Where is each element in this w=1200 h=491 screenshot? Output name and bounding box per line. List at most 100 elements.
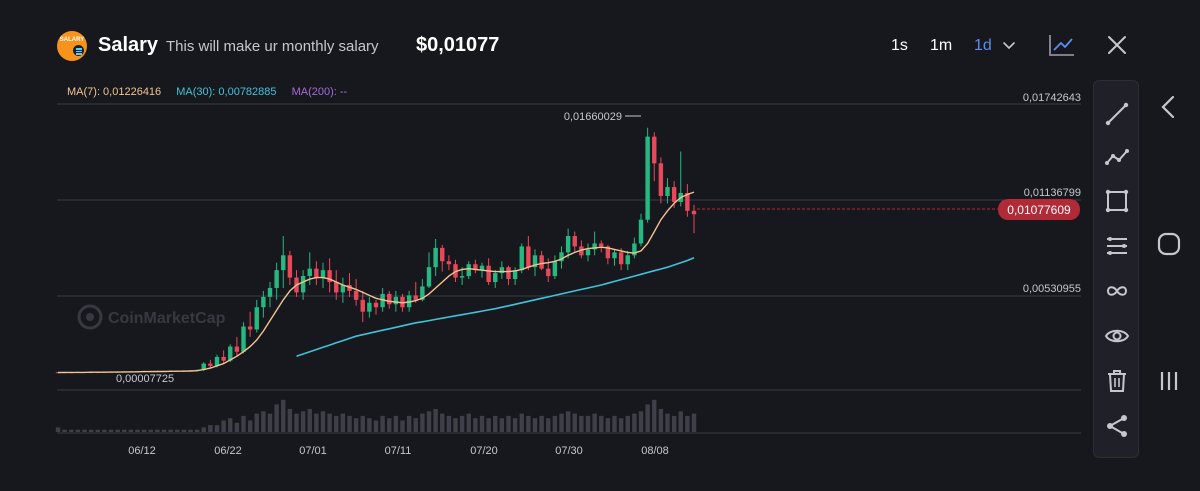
candle-body — [400, 296, 405, 308]
volume-bar — [122, 429, 127, 432]
volume-bar — [499, 418, 505, 432]
ma30-label: MA(30): 0,00782885 — [176, 86, 277, 98]
polyline-tool-icon[interactable] — [1104, 144, 1130, 170]
volume-bar — [671, 415, 677, 432]
x-axis-label: 06/22 — [214, 445, 242, 457]
infinity-icon[interactable] — [1104, 278, 1130, 304]
volume-bar — [572, 413, 577, 432]
candle-body — [347, 284, 352, 291]
volume-bar — [579, 415, 584, 432]
x-axis-labels: 06/12 06/22 07/01 07/11 07/20 07/30 08/08 — [128, 445, 669, 457]
candle-body — [426, 267, 432, 287]
volume-bar — [135, 429, 140, 432]
candle-body — [618, 252, 624, 265]
ma-legend: MA(7): 0,01226416 MA(30): 0,00782885 MA(… — [67, 86, 359, 98]
volume-bar — [546, 418, 551, 432]
volume-bar — [446, 415, 452, 432]
volume-bar — [618, 418, 624, 432]
drawing-toolbar — [1093, 80, 1139, 458]
volume-bar — [88, 429, 94, 432]
volume-bar — [228, 418, 233, 432]
volume-bar — [691, 413, 697, 432]
candle-body — [274, 270, 279, 288]
volume-bar — [585, 415, 591, 432]
volume-bar — [281, 399, 286, 432]
candle-body — [393, 296, 399, 305]
volume-bar — [605, 418, 611, 432]
chart-type-icon[interactable] — [1048, 33, 1076, 57]
candle-body — [413, 295, 418, 300]
candles — [55, 127, 697, 374]
candle-body — [579, 246, 584, 256]
header: SALARY Salary This will make ur monthly … — [0, 0, 1150, 92]
line-tool-icon[interactable] — [1104, 101, 1130, 127]
candle-body — [499, 267, 505, 274]
timeframe-1m[interactable]: 1m — [930, 37, 953, 54]
logo-text: SALARY — [59, 37, 85, 43]
candle-body — [559, 252, 564, 262]
current-price-tag — [998, 199, 1080, 220]
candle-body — [585, 249, 591, 256]
candle-body — [267, 287, 273, 297]
volume-bar — [307, 409, 312, 432]
volume-bar — [440, 413, 445, 432]
volume-bar — [638, 411, 644, 432]
volume-bar — [234, 422, 240, 432]
volume-bar — [479, 415, 485, 432]
candle-body — [671, 187, 677, 202]
timeframe-1s[interactable]: 1s — [891, 37, 908, 54]
candle-body — [254, 307, 259, 330]
volume-bar — [69, 429, 74, 432]
volume-bar — [247, 420, 253, 432]
trash-icon[interactable] — [1104, 368, 1130, 394]
volume-bar — [221, 420, 226, 432]
rectangle-tool-icon[interactable] — [1104, 188, 1130, 214]
chain-badge-icon — [72, 44, 85, 57]
candle-body — [459, 276, 465, 278]
watermark-text: CoinMarketCap — [108, 310, 226, 327]
watermark: CoinMarketCap — [77, 304, 226, 330]
chart-grid — [57, 103, 1081, 434]
close-icon[interactable] — [1106, 34, 1128, 56]
candle-body — [691, 210, 697, 215]
volume-bar — [188, 429, 193, 432]
volume-bar — [82, 429, 87, 432]
volume-bar — [128, 429, 134, 432]
eye-icon[interactable] — [1104, 323, 1130, 349]
volume-bar — [353, 418, 359, 432]
volume-bar — [367, 418, 372, 432]
timeframe-1d[interactable]: 1d — [974, 37, 992, 54]
volume-bar — [241, 415, 246, 432]
candle-body — [605, 246, 611, 259]
volume-bar — [373, 420, 379, 432]
candle-body — [645, 136, 650, 220]
volume-bar — [334, 415, 339, 432]
volume-bar — [287, 409, 293, 432]
candle-body — [440, 247, 445, 262]
candle-body — [658, 163, 664, 196]
volume-bar — [599, 415, 604, 432]
volume-bar — [406, 415, 412, 432]
volume-bar — [161, 429, 167, 432]
recent-apps-icon[interactable] — [1158, 370, 1180, 392]
back-icon[interactable] — [1158, 94, 1178, 120]
x-axis-label: 07/20 — [470, 445, 498, 457]
candle-body — [228, 346, 233, 361]
candle-body — [552, 261, 558, 277]
share-icon[interactable] — [1104, 413, 1130, 439]
candle-body — [486, 265, 491, 283]
volume-bar — [592, 413, 597, 432]
ma7-label: MA(7): 0,01226416 — [67, 86, 162, 98]
candle-body — [247, 326, 253, 330]
candle-body — [334, 282, 339, 293]
volume-bar — [678, 411, 683, 432]
home-icon[interactable] — [1157, 232, 1181, 256]
volume-bar — [55, 427, 61, 432]
candle-body — [652, 136, 657, 164]
candle-body — [340, 284, 346, 293]
volume-bar — [552, 415, 558, 432]
chevron-down-icon[interactable] — [1002, 38, 1016, 52]
price-chart[interactable]: CoinMarketCap 0,01742643 0,01136799 0,00… — [0, 92, 1090, 491]
hamburger-lines-icon[interactable] — [1104, 233, 1130, 259]
candle-body — [565, 236, 571, 253]
